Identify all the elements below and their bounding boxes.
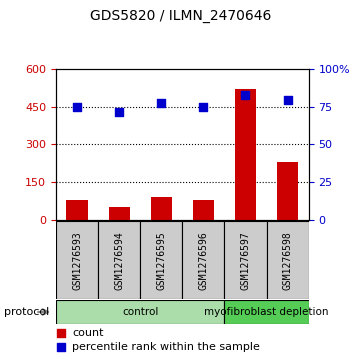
Text: count: count bbox=[72, 328, 104, 338]
Bar bbox=[225, 300, 309, 324]
Bar bbox=[151, 197, 172, 220]
Text: GSM1276596: GSM1276596 bbox=[198, 231, 208, 290]
Text: protocol: protocol bbox=[4, 307, 49, 317]
Bar bbox=[277, 162, 298, 220]
Bar bbox=[98, 221, 140, 299]
Text: myofibroblast depletion: myofibroblast depletion bbox=[204, 307, 329, 317]
Bar bbox=[56, 300, 225, 324]
Bar bbox=[235, 89, 256, 220]
Bar bbox=[182, 221, 225, 299]
Text: GSM1276598: GSM1276598 bbox=[283, 231, 293, 290]
Bar bbox=[109, 207, 130, 220]
Bar bbox=[225, 221, 266, 299]
Text: GSM1276594: GSM1276594 bbox=[114, 231, 124, 290]
Text: percentile rank within the sample: percentile rank within the sample bbox=[72, 342, 260, 352]
Bar bbox=[193, 200, 214, 220]
Text: control: control bbox=[122, 307, 158, 317]
Text: GSM1276597: GSM1276597 bbox=[240, 231, 251, 290]
Point bbox=[200, 104, 206, 110]
Text: GDS5820 / ILMN_2470646: GDS5820 / ILMN_2470646 bbox=[90, 9, 271, 23]
Point bbox=[116, 109, 122, 115]
Bar bbox=[140, 221, 182, 299]
Point bbox=[74, 104, 80, 110]
Bar bbox=[56, 221, 98, 299]
Text: GSM1276595: GSM1276595 bbox=[156, 231, 166, 290]
Point bbox=[285, 97, 291, 103]
Bar bbox=[66, 200, 87, 220]
Text: GSM1276593: GSM1276593 bbox=[72, 231, 82, 290]
Point bbox=[58, 330, 64, 336]
Point bbox=[158, 100, 164, 106]
Point bbox=[243, 92, 248, 98]
Bar bbox=[266, 221, 309, 299]
Point bbox=[58, 344, 64, 350]
